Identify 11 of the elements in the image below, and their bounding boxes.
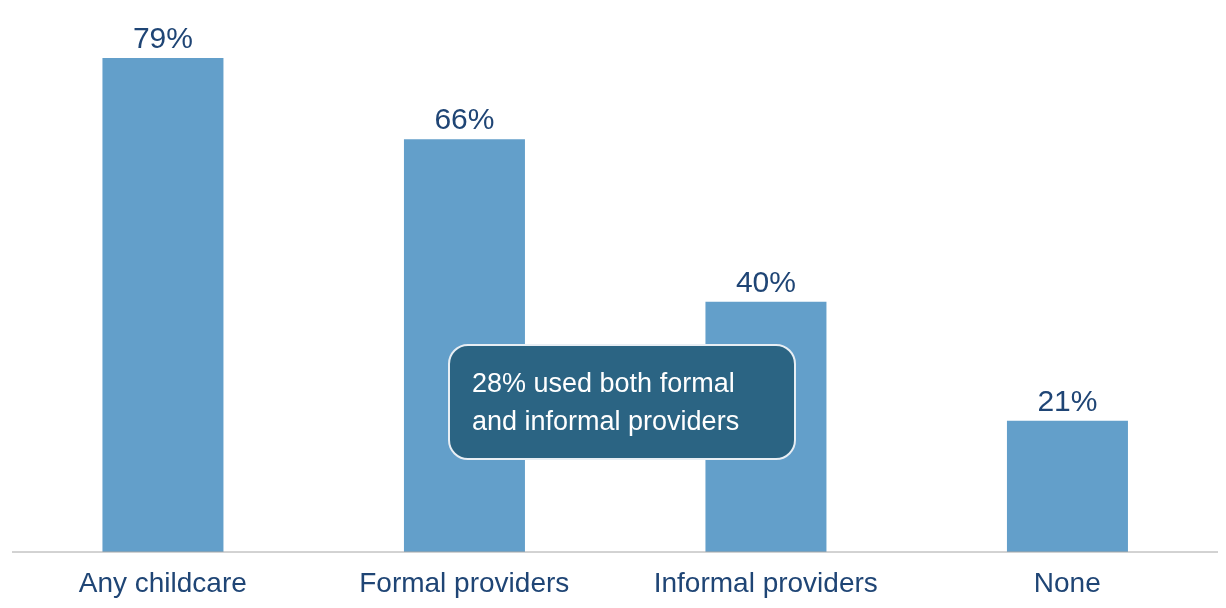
- x-tick-label: Formal providers: [359, 566, 570, 598]
- x-tick-label: None: [1033, 566, 1101, 598]
- bar: [1006, 420, 1128, 552]
- data-label: 40%: [735, 264, 796, 298]
- annotation: 28% used both formal and informal providers: [448, 344, 796, 460]
- data-label: 66%: [434, 102, 495, 136]
- data-label: 21%: [1037, 383, 1098, 417]
- data-label: 79%: [132, 21, 193, 54]
- x-tick-label: Any childcare: [78, 566, 247, 598]
- x-tick-label: Informal providers: [653, 566, 878, 598]
- bar: [102, 58, 224, 552]
